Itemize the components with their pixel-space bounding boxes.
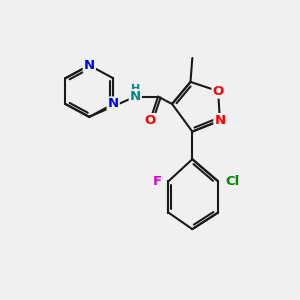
Text: N: N (84, 59, 95, 72)
Text: N: N (214, 114, 226, 127)
Text: O: O (212, 85, 224, 98)
Text: O: O (144, 114, 156, 127)
Text: Cl: Cl (225, 175, 239, 188)
Text: H: H (131, 83, 140, 94)
Text: N: N (130, 90, 141, 103)
Text: F: F (153, 175, 162, 188)
Text: N: N (108, 98, 119, 110)
